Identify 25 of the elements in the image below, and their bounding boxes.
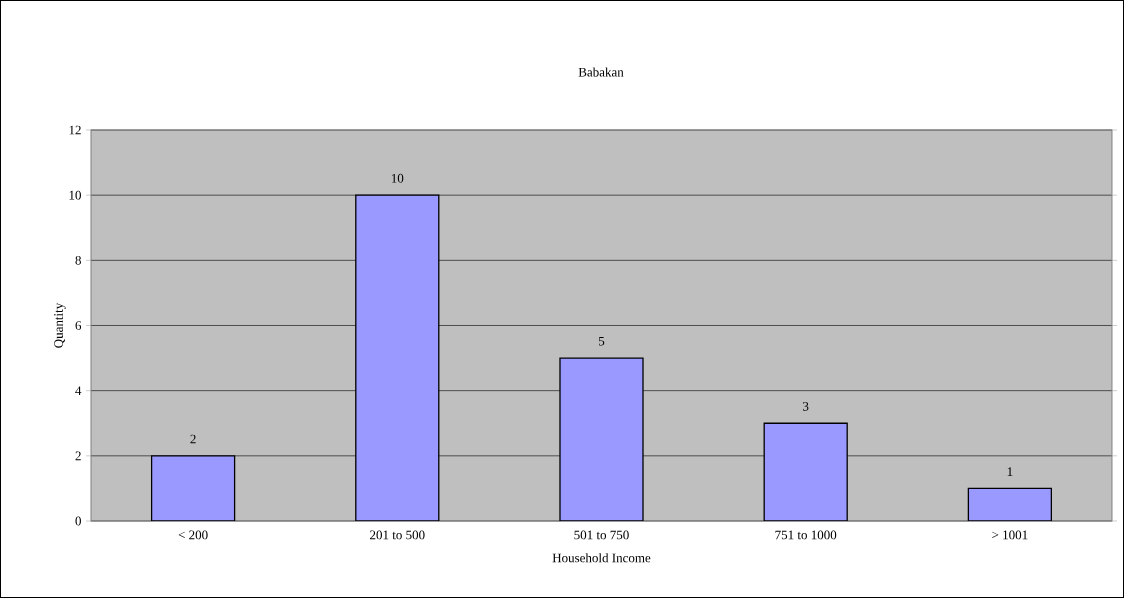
bar [967,487,1053,521]
bar [355,194,440,521]
y-axis-title: Quantity [54,302,66,348]
data-label: 2 [190,434,196,444]
y-tick-label: 2 [75,451,81,461]
y-tick-label: 8 [75,255,81,265]
bar [763,422,848,521]
x-tick-label: 201 to 500 [370,530,425,540]
y-tick-label: 0 [75,516,81,526]
y-tick-label: 10 [69,190,81,200]
data-label: 10 [391,173,404,183]
x-tick-label: > 1001 [992,530,1028,540]
x-tick-label: 501 to 750 [574,530,629,540]
bar [559,357,644,521]
chart-title: Babakan [578,67,624,77]
x-axis-title: Household Income [552,553,651,563]
data-label: 5 [598,336,605,346]
x-tick-label: < 200 [178,530,208,540]
data-label: 1 [1007,467,1013,476]
y-tick-label: 12 [69,125,81,135]
y-tick-label: 6 [75,321,82,330]
y-tick-label: 4 [75,386,82,395]
bar [150,455,236,521]
x-tick-label: 751 to 1000 [775,530,837,540]
data-label: 3 [803,401,809,411]
